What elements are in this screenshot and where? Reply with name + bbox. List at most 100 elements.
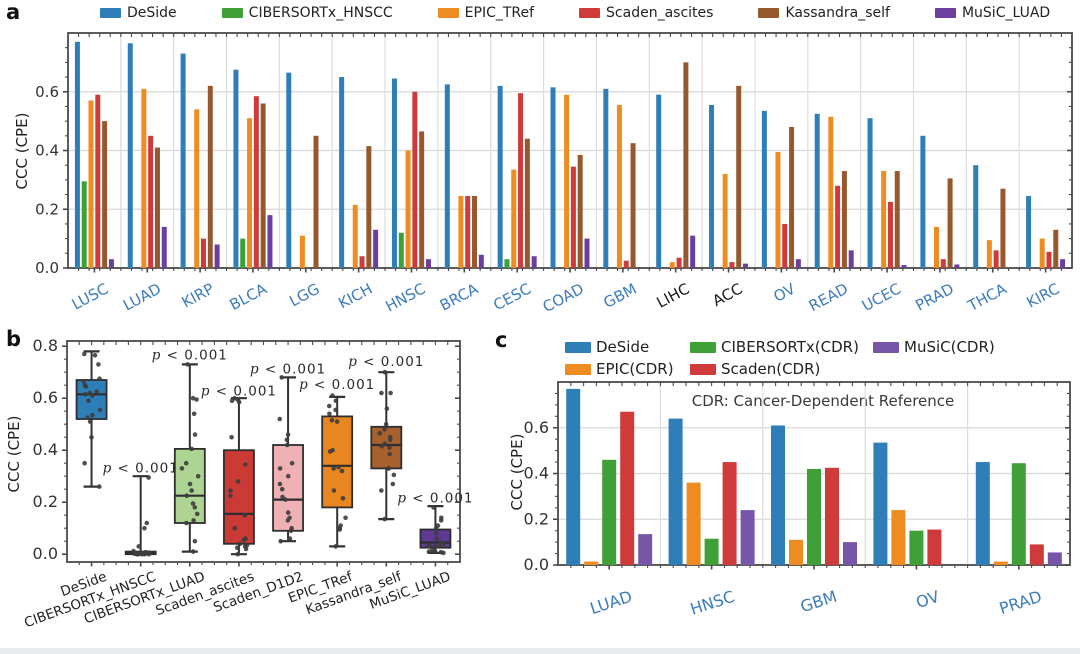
legend-swatch-icon bbox=[100, 8, 121, 18]
bar-OV-Kassandra_self bbox=[789, 127, 795, 268]
bar-READ-Kassandra_self bbox=[841, 171, 847, 268]
legend-swatch-icon bbox=[690, 363, 716, 375]
legend-item: CIBERSORTx(CDR) bbox=[690, 338, 859, 356]
bar-KICH-EPIC_TRef bbox=[352, 204, 358, 268]
y-tick-label: 0.0 bbox=[524, 555, 549, 574]
y-tick-label: 0.0 bbox=[35, 259, 59, 277]
bar-GBM-EPIC(CDR) bbox=[789, 539, 803, 565]
bar-GBM-MuSiC(CDR) bbox=[843, 542, 857, 565]
x-category-label: OV bbox=[771, 279, 799, 305]
bar-READ-DeSide bbox=[814, 113, 820, 268]
legend-label: CIBERSORTx_HNSCC bbox=[248, 5, 393, 21]
bar-THCA-Scaden_ascites bbox=[993, 250, 999, 268]
legend-swatch-icon bbox=[758, 8, 780, 18]
p-value-annotation: p < 0.001 bbox=[397, 490, 473, 506]
x-category-label: KIRC bbox=[1024, 280, 1063, 312]
x-category-label: GBM bbox=[798, 587, 839, 617]
bar-OV-DeSide bbox=[873, 442, 888, 565]
legend-item: DeSide bbox=[100, 5, 177, 21]
x-category-label: BRCA bbox=[437, 279, 482, 314]
bar-HNSC-MuSiC_LUAD bbox=[425, 259, 431, 268]
bar-HNSC-MuSiC(CDR) bbox=[740, 510, 755, 565]
legend-label: MuSiC_LUAD bbox=[961, 5, 1051, 21]
bar-THCA-Kassandra_self bbox=[1000, 188, 1006, 268]
bar-CESC-DeSide bbox=[497, 85, 503, 268]
bar-CESC-CIBERSORTx_HNSCC bbox=[504, 259, 510, 268]
bar-LIHC-Scaden_ascites bbox=[676, 257, 682, 268]
legend-swatch-icon bbox=[221, 8, 243, 18]
bar-COAD-Scaden_ascites bbox=[570, 166, 576, 268]
bar-BRCA-Scaden_ascites bbox=[465, 196, 471, 268]
legend-swatch-icon bbox=[565, 341, 591, 353]
bar-UCEC-Scaden_ascites bbox=[887, 201, 893, 268]
bar-LUAD-MuSiC(CDR) bbox=[638, 534, 653, 565]
legend-swatch-icon bbox=[579, 8, 601, 18]
p-value-annotation: p < 0.001 bbox=[152, 347, 228, 363]
bar-KIRC-MuSiC_LUAD bbox=[1060, 259, 1066, 268]
bar-GBM-EPIC_TRef bbox=[616, 104, 622, 268]
bar-THCA-EPIC_TRef bbox=[986, 240, 992, 268]
bar-LIHC-DeSide bbox=[656, 94, 662, 268]
bar-GBM-DeSide bbox=[603, 88, 609, 268]
bar-BLCA-CIBERSORTx_HNSCC bbox=[240, 238, 246, 268]
bar-PRAD-Kassandra_self bbox=[947, 178, 953, 268]
panel-c-label: c bbox=[495, 328, 508, 352]
bar-BLCA-EPIC_TRef bbox=[247, 118, 253, 268]
legend-label: DeSide bbox=[127, 5, 177, 21]
bar-LUAD-Scaden(CDR) bbox=[620, 411, 635, 565]
bar-HNSC-EPIC_TRef bbox=[405, 150, 411, 268]
bar-LUAD-Scaden_ascites bbox=[148, 135, 154, 268]
bar-ACC-MuSiC_LUAD bbox=[743, 263, 749, 268]
bar-UCEC-EPIC_TRef bbox=[881, 171, 887, 268]
legend-swatch-icon bbox=[565, 363, 591, 375]
legend-item: CIBERSORTx_HNSCC bbox=[221, 5, 393, 21]
y-tick-label: 0.4 bbox=[524, 464, 549, 483]
bar-HNSC-Kassandra_self bbox=[419, 131, 425, 268]
bar-LUAD-EPIC(CDR) bbox=[584, 561, 599, 565]
window-bottom-edge bbox=[0, 648, 1080, 654]
bar-KICH-DeSide bbox=[339, 77, 345, 268]
x-category-label: BLCA bbox=[227, 279, 271, 314]
bar-KICH-Scaden_ascites bbox=[359, 256, 365, 268]
bar-LIHC-MuSiC_LUAD bbox=[690, 235, 696, 268]
legend-item: MuSiC_LUAD bbox=[934, 5, 1051, 21]
bar-LUAD-Kassandra_self bbox=[154, 147, 160, 268]
bar-PRAD-EPIC(CDR) bbox=[993, 561, 1008, 565]
bar-LUAD-MuSiC_LUAD bbox=[161, 226, 167, 268]
legend-label: EPIC_TRef bbox=[464, 5, 535, 21]
bar-OV-Scaden(CDR) bbox=[927, 529, 942, 565]
x-category-label: READ bbox=[806, 280, 851, 315]
bar-LUSC-CIBERSORTx_HNSCC bbox=[81, 181, 87, 268]
y-tick-label: 0.4 bbox=[33, 440, 58, 459]
bar-HNSC-EPIC(CDR) bbox=[686, 482, 701, 565]
x-category-label: LIHC bbox=[654, 280, 693, 312]
bar-OV-CIBERSORTx(CDR) bbox=[909, 530, 924, 565]
x-category-label: GBM bbox=[600, 280, 639, 312]
legend-label: EPIC(CDR) bbox=[596, 360, 674, 378]
bar-BLCA-DeSide bbox=[233, 69, 239, 268]
bar-BLCA-Kassandra_self bbox=[260, 103, 266, 268]
bar-PRAD-DeSide bbox=[975, 462, 990, 565]
panel-c-chart: 0.0 0.2 0.4 0.6 LUAD HNSC GBM OV PRAD bbox=[524, 381, 1071, 619]
bar-HNSC-CIBERSORTx_HNSCC bbox=[398, 232, 404, 268]
bar-GBM-Scaden(CDR) bbox=[825, 467, 839, 565]
x-category-label: HNSC bbox=[688, 587, 737, 619]
y-tick-label: 0.2 bbox=[524, 509, 549, 528]
bar-COAD-DeSide bbox=[550, 87, 556, 268]
box-DeSide bbox=[75, 350, 108, 489]
x-category-label: KIRP bbox=[179, 280, 217, 312]
box-Scaden_ascites bbox=[223, 395, 255, 557]
box-MuSiC_LUAD bbox=[419, 505, 452, 556]
box-Scaden_D1D2 bbox=[272, 375, 304, 544]
y-tick-label: 0.2 bbox=[33, 492, 58, 511]
x-category-label: UCEC bbox=[859, 280, 904, 315]
bar-LIHC-Kassandra_self bbox=[683, 62, 689, 268]
bar-LGG-Kassandra_self bbox=[313, 135, 319, 268]
p-value-annotation: p < 0.001 bbox=[348, 354, 424, 370]
box-CIBERSORTx_HNSCC bbox=[124, 475, 157, 557]
bar-LIHC-EPIC_TRef bbox=[669, 262, 675, 268]
bar-KICH-MuSiC_LUAD bbox=[373, 229, 379, 268]
p-value-annotation: p < 0.001 bbox=[250, 362, 326, 378]
